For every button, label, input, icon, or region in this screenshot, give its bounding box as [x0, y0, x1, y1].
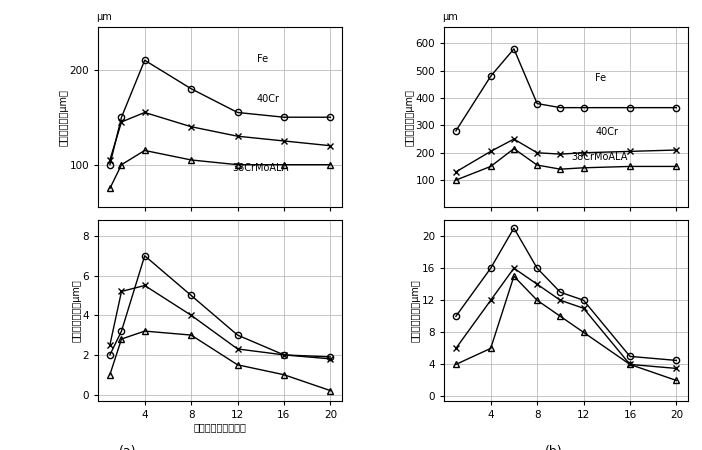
Y-axis label: 渗氮层深度（μm）: 渗氮层深度（μm） — [404, 89, 414, 146]
X-axis label: 气压（毫米水银柱）: 气压（毫米水银柱） — [194, 422, 246, 432]
Y-axis label: 化合物层深度（μm）: 化合物层深度（μm） — [411, 279, 420, 342]
Text: 38CrMoALA: 38CrMoALA — [232, 163, 289, 173]
Text: Fe: Fe — [257, 54, 267, 64]
Text: μm: μm — [96, 12, 112, 22]
Text: (b): (b) — [545, 445, 563, 450]
Text: μm: μm — [442, 12, 458, 22]
Text: 40Cr: 40Cr — [257, 94, 279, 104]
Y-axis label: 化合物层深度（μm）: 化合物层深度（μm） — [71, 279, 81, 342]
Text: Fe: Fe — [595, 72, 607, 82]
Y-axis label: 渗氮层深度（μm）: 渗氮层深度（μm） — [58, 89, 68, 146]
Text: 38CrMoALA: 38CrMoALA — [571, 152, 628, 162]
Text: (a): (a) — [119, 445, 136, 450]
Text: 40Cr: 40Cr — [595, 126, 618, 137]
